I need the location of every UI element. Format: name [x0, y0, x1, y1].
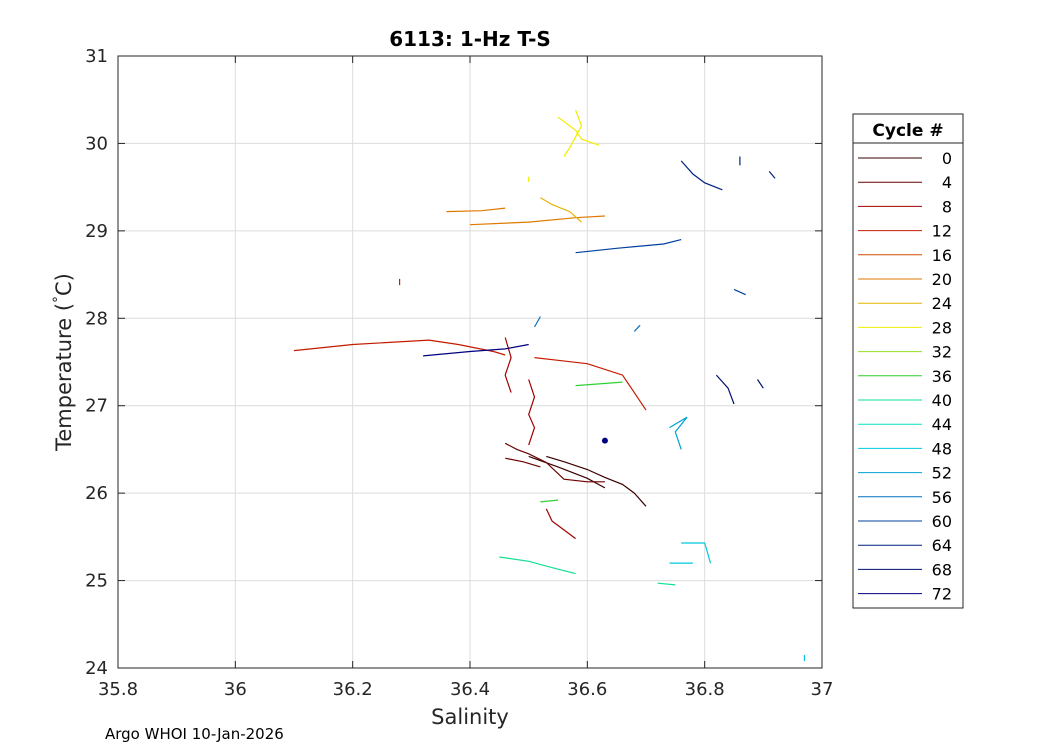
x-tick-label: 35.8 [98, 679, 138, 700]
series-line [575, 239, 682, 254]
series-line [681, 542, 712, 564]
legend-label: 52 [932, 464, 952, 483]
x-tick-label: 36.2 [333, 679, 373, 700]
legend-label: 64 [932, 536, 952, 555]
series-line [680, 160, 723, 191]
series-line [499, 556, 576, 575]
x-tick-label: 36.4 [450, 679, 490, 700]
x-tick-label: 36.6 [567, 679, 607, 700]
legend-box [852, 113, 964, 609]
x-tick-label: 36.8 [685, 679, 725, 700]
legend-label: 20 [932, 270, 952, 289]
series-point [601, 437, 608, 444]
series-line [504, 442, 605, 483]
series-line [446, 207, 506, 213]
data-series [293, 109, 806, 661]
y-tick-label: 30 [85, 133, 108, 154]
series-line [669, 416, 688, 450]
series-line [557, 116, 600, 146]
axis-ticks: 35.8 36 36.2 36.4 36.6 36.8 37 24 25 26 27 28 29 30 31 [85, 46, 833, 700]
x-tick-label: 36 [224, 679, 247, 700]
y-tick-label: 24 [85, 658, 108, 679]
series-line [733, 288, 746, 296]
series-line [633, 324, 641, 332]
y-axis-label-degree: ° [51, 296, 67, 303]
legend-label: 28 [932, 318, 952, 337]
legend-label: 40 [932, 391, 952, 410]
series-line [545, 508, 576, 540]
y-tick-label: 27 [85, 396, 108, 417]
series-line [293, 339, 506, 356]
legend-label: 12 [932, 222, 952, 241]
series-line [423, 343, 529, 357]
series-line [715, 374, 735, 405]
footer-credit: Argo WHOI 10-Jan-2026 [105, 725, 284, 743]
series-line [768, 171, 776, 179]
y-tick-label: 28 [85, 308, 108, 329]
legend-label: 56 [932, 488, 952, 507]
y-axis-label-main: Temperature ( [52, 303, 76, 452]
legend: Cycle # 04812162024283236404448525660646… [852, 113, 964, 609]
series-line [528, 379, 536, 446]
y-axis-label-unit: C) [52, 273, 76, 296]
legend-label: 36 [932, 367, 952, 386]
legend-label: 32 [932, 343, 952, 362]
y-tick-label: 25 [85, 571, 108, 592]
series-line [534, 357, 647, 411]
legend-label: 44 [932, 415, 952, 434]
series-line [540, 499, 559, 503]
legend-label: 4 [942, 173, 952, 192]
series-line [505, 457, 541, 468]
legend-label: 16 [932, 246, 952, 265]
legend-label: 68 [932, 560, 952, 579]
y-tick-label: 31 [85, 46, 108, 67]
legend-label: 72 [932, 585, 952, 604]
series-line [546, 455, 647, 507]
legend-label: 60 [932, 512, 952, 531]
series-line [533, 316, 541, 328]
y-tick-label: 26 [85, 483, 108, 504]
chart-title: 6113: 1-Hz T-S [389, 27, 551, 51]
legend-label: 8 [942, 197, 952, 216]
series-line [757, 379, 764, 389]
y-axis-label: Temperature (°C) [51, 273, 76, 452]
series-line [504, 337, 512, 393]
series-line [657, 582, 676, 586]
series-line [540, 197, 582, 223]
legend-label: 24 [932, 294, 952, 313]
x-tick-label: 37 [811, 679, 834, 700]
legend-title: Cycle # [872, 121, 943, 141]
series-line [469, 215, 605, 226]
x-axis-label: Salinity [431, 705, 509, 729]
series-line [575, 381, 623, 387]
series-line [563, 109, 583, 157]
legend-label: 0 [942, 149, 952, 168]
y-tick-label: 29 [85, 221, 108, 242]
legend-label: 48 [932, 439, 952, 458]
